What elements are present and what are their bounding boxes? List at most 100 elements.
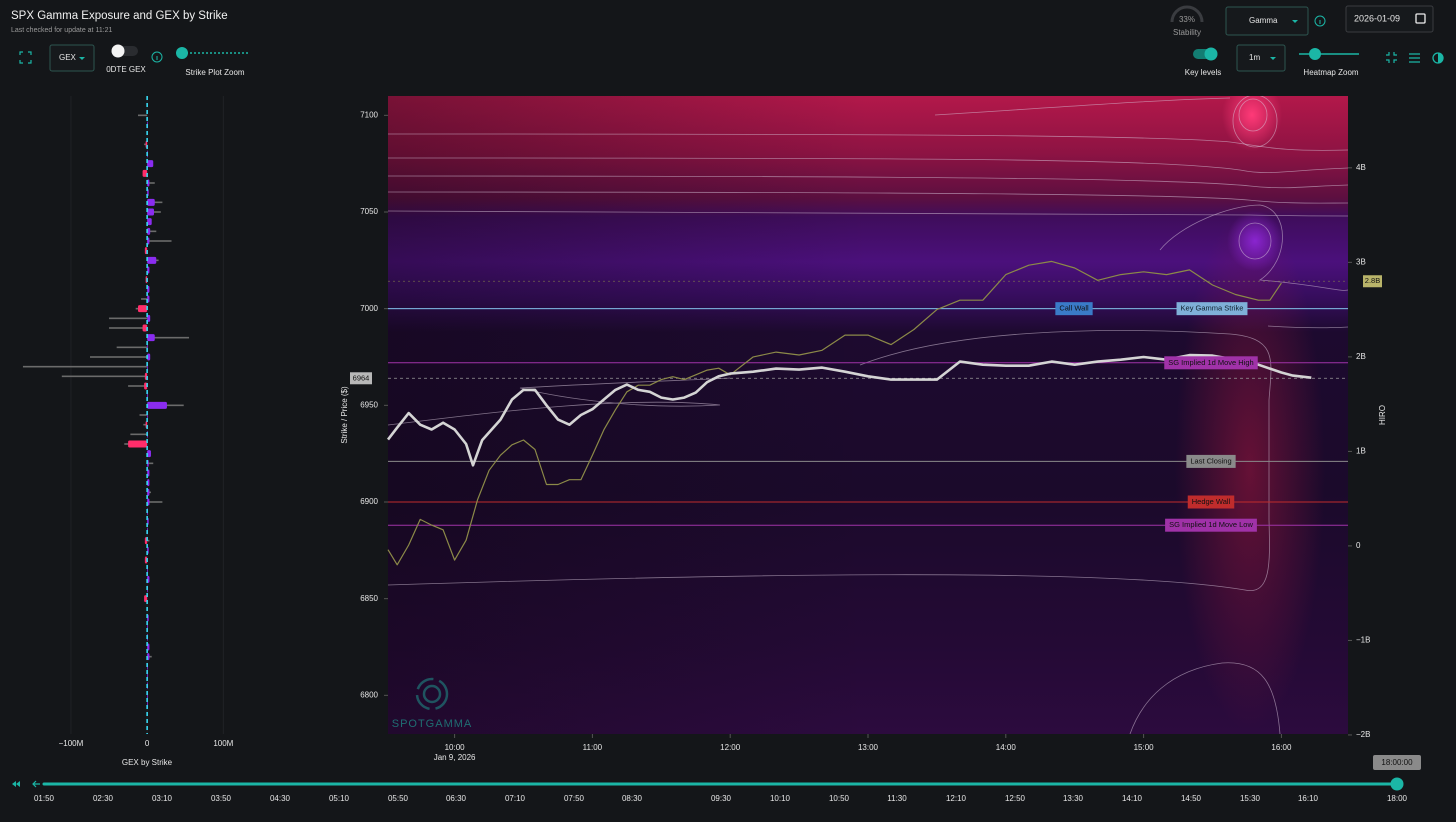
x-tick-label: 16:00 xyxy=(1271,743,1292,752)
gex-line xyxy=(139,414,148,416)
toggle-label: 0DTE GEX xyxy=(106,65,146,74)
hiro-last-badge xyxy=(1363,275,1382,288)
info-button[interactable] xyxy=(1314,15,1326,27)
slider-label: Strike Plot Zoom xyxy=(185,68,244,77)
fullscreen-icon xyxy=(19,51,32,64)
timeline-tick-label: 10:50 xyxy=(829,794,850,803)
back-icon xyxy=(32,780,40,788)
gex-bar xyxy=(147,198,155,206)
heatmap-zoom-slider[interactable] xyxy=(1299,48,1359,60)
y-tick-label: 6800 xyxy=(360,690,378,699)
contour xyxy=(388,377,731,426)
heatmap-glow xyxy=(1175,210,1325,730)
contour xyxy=(388,157,1348,173)
y-tick-label: 7100 xyxy=(360,110,378,119)
gex-bar xyxy=(128,440,148,448)
gex-bar xyxy=(147,450,151,458)
info-button[interactable] xyxy=(151,51,163,63)
price-line xyxy=(386,353,1312,467)
fullscreen-button[interactable] xyxy=(19,51,32,64)
metric-select[interactable]: GEX xyxy=(49,44,95,72)
x-tick-label: 0 xyxy=(145,739,150,748)
heatmap xyxy=(388,96,1348,734)
collapse-button[interactable] xyxy=(1386,52,1397,63)
hiro-line xyxy=(387,260,1282,566)
settings-icon xyxy=(1409,53,1420,63)
theme-button[interactable] xyxy=(1432,52,1444,64)
page-title: SPX Gamma Exposure and GEX by Strike xyxy=(11,10,228,22)
contour xyxy=(388,133,1348,151)
timeline-tick-label: 15:30 xyxy=(1240,794,1261,803)
stability-gauge xyxy=(1170,5,1204,23)
date-picker[interactable]: 2026-01-09 xyxy=(1345,5,1434,33)
heatmap-hotspot xyxy=(1222,96,1282,151)
timeline-ticks: 01:50 02:30 03:10 03:50 04:30 05:10 05:50 06:30… xyxy=(34,794,1408,803)
timeline-tick-label: 16:10 xyxy=(1298,794,1319,803)
calendar-icon xyxy=(1415,13,1426,24)
interval-select[interactable]: 1m xyxy=(1236,44,1286,72)
contour xyxy=(1267,325,1348,329)
settings-button[interactable] xyxy=(1409,53,1420,63)
select-value: 1m xyxy=(1249,53,1260,62)
logo-ring xyxy=(415,677,449,711)
y-tick-label: 6900 xyxy=(360,497,378,506)
strike-zoom-slider[interactable] xyxy=(176,47,248,59)
contour xyxy=(1129,662,1281,734)
gex-bar xyxy=(147,401,167,409)
watermark-text: SPOTGAMMA xyxy=(392,718,473,730)
toggle-knob xyxy=(111,44,125,58)
key-level-badge xyxy=(1176,302,1248,316)
key-level-badge xyxy=(1187,495,1235,509)
key-level-label: Key Gamma Strike xyxy=(1181,304,1244,313)
logo-core xyxy=(422,684,442,704)
timeline-tick-label: 05:50 xyxy=(388,794,409,803)
heatmap-spot xyxy=(1227,211,1283,271)
y2-tick-label: 4B xyxy=(1356,163,1366,172)
y2-tick-label: −2B xyxy=(1356,730,1370,739)
select-box xyxy=(1236,44,1286,72)
contour xyxy=(1238,98,1268,132)
slider-knob xyxy=(176,47,188,59)
gex-line xyxy=(138,114,148,117)
x-date-label: Jan 9, 2026 xyxy=(434,753,476,762)
key-levels-toggle[interactable] xyxy=(1193,47,1218,61)
timeline-tick-label: 03:50 xyxy=(211,794,232,803)
select-box xyxy=(1225,6,1309,36)
y2-tick-label: 1B xyxy=(1356,446,1366,455)
timeline-tick-label: 06:30 xyxy=(446,794,467,803)
timeline-tick-label: 14:10 xyxy=(1122,794,1143,803)
back-button[interactable] xyxy=(32,780,40,788)
gex-line xyxy=(22,365,148,368)
date-box xyxy=(1345,5,1434,33)
info-icon xyxy=(151,51,163,63)
key-level-label: Hedge Wall xyxy=(1192,497,1231,506)
gex-line xyxy=(109,317,148,320)
y-tick-label: 7050 xyxy=(360,207,378,216)
dte-toggle[interactable] xyxy=(111,44,139,58)
gex-line xyxy=(109,327,148,329)
timeline-tick-label: 07:50 xyxy=(564,794,585,803)
x-tick-label: 100M xyxy=(213,739,233,748)
y2-tick-label: 0 xyxy=(1356,541,1361,550)
theme-icon-half xyxy=(1438,53,1443,63)
gex-line xyxy=(130,433,148,436)
gex-bar xyxy=(147,208,154,216)
hiro-last-label: 2.8B xyxy=(1365,276,1380,285)
key-level-badge xyxy=(1165,518,1257,532)
key-level-badge xyxy=(1055,302,1093,316)
rewind-button[interactable] xyxy=(12,781,20,787)
x-tick-label: 14:00 xyxy=(996,743,1017,752)
key-level-label: Last Closing xyxy=(1190,456,1231,465)
mode-select[interactable]: Gamma xyxy=(1225,6,1309,36)
timeline-knob[interactable] xyxy=(1390,777,1404,791)
stability-label: Stability xyxy=(1173,28,1201,37)
key-level-label: SG Implied 1d Move High xyxy=(1168,358,1253,367)
slider-label: Heatmap Zoom xyxy=(1303,68,1358,77)
timeline-tick-label: 14:50 xyxy=(1181,794,1202,803)
heatmap-chart: 6800 6850 6900 6950 7000 7050 7100 −2B −1B 0 1B 2B 3… xyxy=(350,110,1382,762)
timeline-tick-label: 12:50 xyxy=(1005,794,1026,803)
gex-line xyxy=(147,240,172,242)
contour xyxy=(1232,96,1278,148)
contour xyxy=(1159,204,1348,291)
gex-line xyxy=(147,501,163,503)
